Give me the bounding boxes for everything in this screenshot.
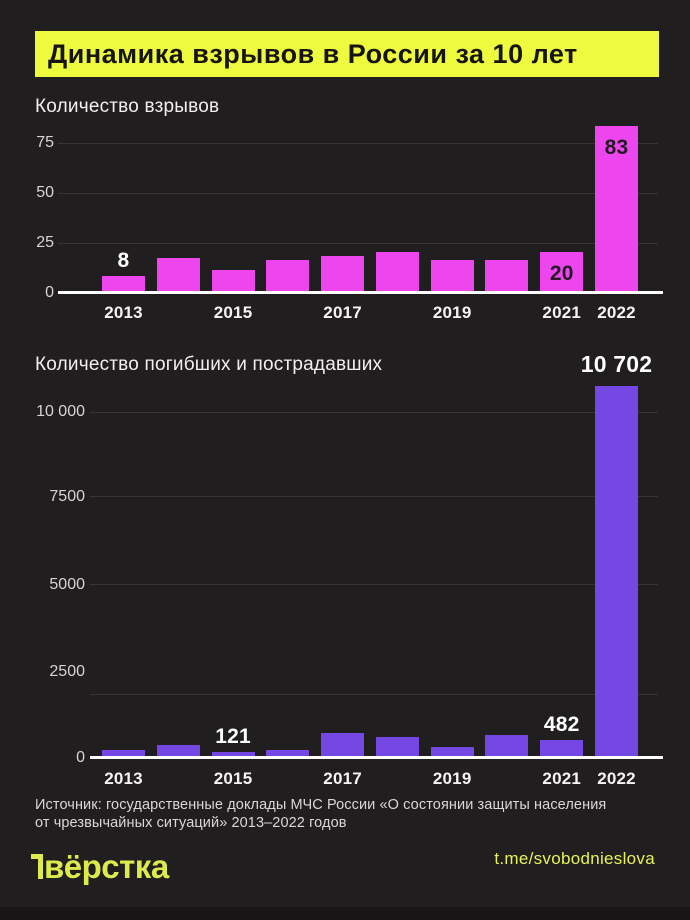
bar	[540, 739, 584, 757]
x-tick-label: 2015	[213, 769, 253, 788]
source-text: Источник: государственные доклады МЧС Ро…	[35, 797, 606, 832]
x-tick-label: 2017	[323, 303, 362, 322]
y-tick-label: 5000	[49, 576, 85, 593]
gridline	[90, 694, 658, 695]
x-tick-label: 2013	[104, 303, 143, 322]
y-tick-label: 50	[36, 184, 54, 201]
y-tick-label: 10 000	[36, 403, 85, 420]
source-line-2: от чрезвычайных ситуаций» 2013–2022 годо…	[35, 814, 347, 831]
x-tick-label: 2019	[432, 303, 472, 322]
source-line-1: Источник: государственные доклады МЧС Ро…	[35, 797, 607, 813]
verstka-logo-text: вёрстка	[44, 848, 169, 885]
bar	[540, 251, 584, 292]
x-tick-label: 2019	[432, 769, 472, 788]
bar	[211, 269, 255, 292]
bar	[485, 735, 529, 757]
x-tick-label: 2021	[542, 303, 582, 322]
value-label: 10 702	[580, 350, 653, 377]
x-tick-label: 2017	[323, 769, 362, 788]
x-axis-line	[58, 291, 663, 294]
page-title: Динамика взрывов в России за 10 лет	[35, 31, 659, 77]
y-tick-label: 7500	[49, 488, 85, 505]
bar	[266, 749, 310, 757]
bar	[595, 385, 639, 757]
bar	[102, 749, 145, 757]
verstka-logo: вёрстка	[31, 845, 169, 887]
value-label: 20	[549, 261, 574, 285]
bar	[321, 255, 365, 292]
gridline	[58, 193, 658, 194]
x-tick-label: 2022	[597, 303, 636, 322]
y-tick-label: 25	[36, 234, 54, 251]
bar	[211, 752, 255, 757]
explosions-chart-title: Количество взрывов	[35, 96, 220, 117]
value-label: 83	[604, 135, 629, 159]
telegram-link[interactable]: t.me/svobodnieslova	[494, 849, 655, 868]
gridline	[90, 584, 658, 585]
x-tick-label: 2022	[597, 769, 636, 788]
x-axis-line	[90, 756, 663, 759]
value-label: 482	[543, 712, 580, 736]
bar	[102, 275, 145, 292]
bar	[485, 259, 529, 292]
y-tick-label: 2500	[49, 663, 85, 680]
bar	[375, 737, 419, 757]
gridline	[58, 143, 658, 144]
casualties-chart-title: Количество погибших и пострадавших	[35, 354, 383, 375]
x-tick-label: 2021	[542, 769, 582, 788]
bar	[375, 251, 419, 292]
verstka-logo-mark-icon	[31, 854, 43, 879]
bar	[430, 747, 474, 757]
x-tick-label: 2013	[104, 769, 143, 788]
bar	[430, 259, 474, 292]
bar	[321, 732, 365, 757]
x-tick-label: 2015	[213, 303, 253, 322]
gridline	[90, 496, 658, 497]
y-tick-label: 0	[76, 749, 85, 766]
bottom-strip	[0, 907, 690, 920]
gridline	[58, 243, 658, 244]
y-tick-label: 75	[36, 134, 54, 151]
bar	[266, 259, 310, 292]
page-title-text: Динамика взрывов в России за 10 лет	[48, 38, 578, 69]
bar	[156, 745, 200, 757]
value-label: 8	[117, 248, 130, 272]
gridline	[90, 412, 658, 413]
value-label: 121	[215, 725, 251, 749]
bar	[156, 257, 200, 292]
bar	[595, 125, 639, 292]
y-tick-label: 0	[45, 284, 54, 301]
